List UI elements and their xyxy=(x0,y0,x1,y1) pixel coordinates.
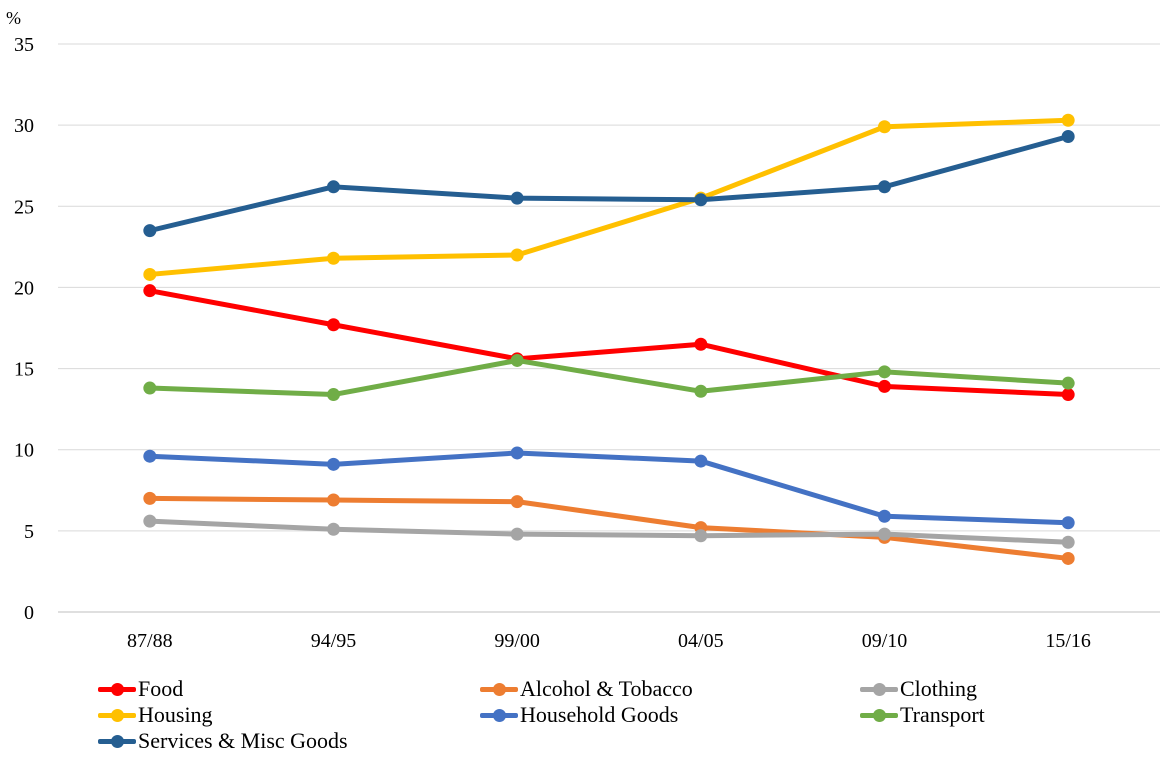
data-point xyxy=(510,527,524,541)
series-services-misc-goods xyxy=(143,130,1075,238)
data-point xyxy=(694,384,708,398)
legend-marker xyxy=(98,705,136,725)
data-point xyxy=(1061,516,1075,530)
data-point xyxy=(143,224,157,238)
data-point xyxy=(1061,388,1075,402)
data-point xyxy=(143,514,157,528)
data-point xyxy=(878,120,891,134)
series-transport xyxy=(143,353,1075,402)
line-chart: % 0 5 10 15 20 25 30 35 87/88 94/95 99/00 04/05 09/… xyxy=(6,8,1160,652)
data-point xyxy=(143,449,157,463)
data-point xyxy=(1061,551,1075,565)
data-point xyxy=(1061,376,1075,390)
y-tick-label: 0 xyxy=(24,602,34,624)
y-tick-label: 35 xyxy=(14,34,34,56)
series-line xyxy=(147,117,1071,277)
legend-item: Transport xyxy=(860,702,985,728)
data-point xyxy=(510,248,524,262)
data-point xyxy=(143,284,157,298)
y-tick-label: 10 xyxy=(14,440,34,462)
data-point xyxy=(143,267,157,281)
x-axis-ticks: 87/88 94/95 99/00 04/05 09/10 15/16 xyxy=(127,630,1091,652)
y-tick-label: 15 xyxy=(14,359,34,381)
legend-item: Household Goods xyxy=(480,702,678,728)
y-axis-ticks: 0 5 10 15 20 25 30 35 xyxy=(14,34,34,624)
series-line xyxy=(147,495,1071,561)
legend-label: Household Goods xyxy=(520,702,679,727)
legend-item: Housing xyxy=(98,702,213,728)
x-tick-label: 15/16 xyxy=(1045,630,1091,652)
data-point xyxy=(878,180,891,194)
legend-label: Food xyxy=(138,676,184,701)
data-point xyxy=(510,191,524,205)
data-point xyxy=(694,337,708,351)
data-point xyxy=(878,365,891,379)
series-line xyxy=(147,518,1071,545)
series-line xyxy=(147,288,1071,398)
legend-label: Clothing xyxy=(900,676,978,701)
y-tick-label: 30 xyxy=(14,115,34,137)
data-point xyxy=(694,529,708,543)
data-point xyxy=(143,381,157,395)
data-point xyxy=(878,527,891,541)
y-tick-label: 20 xyxy=(14,277,34,299)
y-unit-label: % xyxy=(6,8,21,28)
data-point xyxy=(878,509,891,523)
data-point xyxy=(1061,130,1075,144)
data-point xyxy=(1061,535,1075,549)
data-point xyxy=(327,522,340,536)
series-line xyxy=(147,450,1071,526)
legend-label: Services & Misc Goods xyxy=(138,728,348,753)
data-point xyxy=(510,446,524,460)
data-point xyxy=(327,251,340,265)
x-tick-label: 09/10 xyxy=(862,630,908,652)
y-tick-label: 5 xyxy=(24,521,34,543)
x-tick-label: 04/05 xyxy=(678,630,724,652)
legend-item: Alcohol & Tobacco xyxy=(480,676,693,702)
legend-marker xyxy=(98,731,136,751)
data-point xyxy=(510,495,524,509)
data-point xyxy=(327,493,340,507)
legend-marker xyxy=(480,679,518,699)
data-point xyxy=(694,193,708,207)
series-food xyxy=(143,284,1075,402)
legend-marker xyxy=(480,705,518,725)
series-line xyxy=(147,134,1071,234)
x-tick-label: 94/95 xyxy=(311,630,357,652)
x-tick-label: 99/00 xyxy=(494,630,540,652)
legend-item: Services & Misc Goods xyxy=(98,728,348,754)
legend-item: Clothing xyxy=(860,676,977,702)
data-point xyxy=(327,318,340,332)
y-tick-label: 25 xyxy=(14,196,34,218)
legend-item: Food xyxy=(98,676,183,702)
data-point xyxy=(878,379,891,393)
series-lines xyxy=(143,113,1075,565)
data-point xyxy=(1061,113,1075,127)
legend-label: Alcohol & Tobacco xyxy=(520,676,693,701)
legend-label: Transport xyxy=(900,702,985,727)
data-point xyxy=(327,388,340,402)
data-point xyxy=(327,457,340,471)
data-point xyxy=(694,454,708,468)
series-line xyxy=(147,357,1071,398)
series-clothing xyxy=(143,514,1075,549)
legend-label: Housing xyxy=(138,702,213,727)
data-point xyxy=(510,353,524,367)
legend-marker xyxy=(860,679,898,699)
legend-marker xyxy=(98,679,136,699)
series-household-goods xyxy=(143,446,1075,530)
data-point xyxy=(143,491,157,505)
data-point xyxy=(327,180,340,194)
legend-marker xyxy=(860,705,898,725)
x-tick-label: 87/88 xyxy=(127,630,173,652)
